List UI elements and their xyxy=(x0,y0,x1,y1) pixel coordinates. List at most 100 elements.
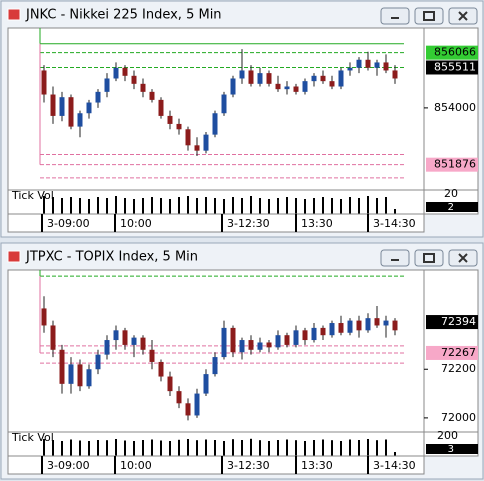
y-tick-label: 72200 xyxy=(441,362,476,375)
volume-bar xyxy=(277,198,279,214)
level-label: 856066 xyxy=(434,46,476,59)
candle-body xyxy=(131,337,137,345)
restore-icon xyxy=(423,253,435,263)
volume-bar xyxy=(43,439,45,456)
volume-bar xyxy=(97,440,99,456)
candle-body xyxy=(374,318,380,326)
volume-bar xyxy=(169,199,171,214)
candle-body xyxy=(104,340,110,355)
volume-bar xyxy=(106,440,108,456)
candle-body xyxy=(68,364,74,384)
volume-bar xyxy=(376,198,378,214)
volume-current-bg xyxy=(426,444,478,454)
volume-bar xyxy=(304,199,306,214)
current-price: 72394 xyxy=(441,315,476,328)
volume-current-bg xyxy=(426,202,478,212)
volume-tick-label: 20 xyxy=(444,187,458,200)
candle-body xyxy=(50,325,56,350)
volume-bar xyxy=(178,439,180,456)
volume-bar xyxy=(286,197,288,214)
volume-bar xyxy=(79,198,81,214)
volume-bar xyxy=(160,198,162,214)
time-label: 10:00 xyxy=(120,459,152,472)
candle-body xyxy=(293,330,299,345)
volume-bar xyxy=(151,197,153,214)
volume-bar xyxy=(169,441,171,456)
volume-bar xyxy=(349,439,351,456)
volume-bar xyxy=(322,197,324,214)
volume-bar xyxy=(160,440,162,456)
volume-bar xyxy=(286,439,288,456)
volume-bar xyxy=(133,441,135,456)
volume-bar xyxy=(124,440,126,456)
volume-bar xyxy=(214,198,216,214)
candle-body xyxy=(284,86,290,90)
minimize-button[interactable] xyxy=(380,249,410,267)
level-label: 851876 xyxy=(434,158,476,171)
level-label-bg xyxy=(426,157,478,172)
candle-body xyxy=(86,369,92,387)
volume-bar xyxy=(223,441,225,456)
candle-body xyxy=(176,391,182,404)
volume-bar xyxy=(367,196,369,214)
candle-body xyxy=(113,67,119,79)
candle-body xyxy=(77,113,83,127)
volume-bar xyxy=(52,197,54,214)
level-label-bg xyxy=(426,45,478,60)
volume-bar xyxy=(79,440,81,456)
candle-body xyxy=(41,70,47,95)
volume-current: 2 xyxy=(448,202,454,213)
candle-body xyxy=(293,86,299,92)
volume-bar xyxy=(349,197,351,214)
time-label: 13:30 xyxy=(301,217,333,230)
volume-bar xyxy=(250,196,252,214)
restore-button[interactable] xyxy=(414,7,444,25)
candle-body xyxy=(176,123,182,130)
candle-body xyxy=(68,97,74,127)
time-label: 3-09:00 xyxy=(47,217,90,230)
volume-bar xyxy=(313,198,315,214)
volume-bar xyxy=(268,441,270,456)
restore-button[interactable] xyxy=(414,249,444,267)
volume-bar xyxy=(205,439,207,456)
candle-body xyxy=(329,81,335,87)
candle-body xyxy=(257,73,263,84)
candle-body xyxy=(95,91,101,103)
time-label: 3-09:00 xyxy=(47,459,90,472)
minimize-button[interactable] xyxy=(380,7,410,25)
candle-body xyxy=(194,393,200,416)
candle-body xyxy=(59,97,65,116)
volume-bar xyxy=(232,197,234,214)
candle-body xyxy=(185,129,191,146)
candle-body xyxy=(329,323,335,336)
volume-bar xyxy=(214,440,216,456)
candle-body xyxy=(383,320,389,326)
time-label: 3-12:30 xyxy=(227,459,270,472)
candle-body xyxy=(140,83,146,92)
volume-bar xyxy=(313,440,315,456)
volume-bar xyxy=(205,197,207,214)
volume-bar xyxy=(187,439,189,456)
volume-label: Tick Vol xyxy=(11,189,54,202)
volume-bar xyxy=(259,440,261,456)
candle-body xyxy=(311,75,317,82)
candle-body xyxy=(257,342,263,350)
candle-body xyxy=(50,94,56,116)
volume-bar xyxy=(52,440,54,456)
candle-body xyxy=(194,145,200,151)
volume-current: 3 xyxy=(448,444,454,455)
volume-bar xyxy=(367,439,369,456)
y-tick-label: 854000 xyxy=(434,101,476,114)
volume-bar xyxy=(196,440,198,456)
candle-body xyxy=(131,75,137,84)
window-title: JNKC - Nikkei 225 Index, 5 Min xyxy=(25,8,222,23)
window-icon xyxy=(7,8,21,21)
current-price-bg xyxy=(426,60,478,75)
candle-body xyxy=(320,75,326,82)
candle-body xyxy=(158,99,164,116)
volume-bar xyxy=(295,440,297,456)
candle-body xyxy=(122,330,128,345)
volume-bar xyxy=(142,198,144,214)
candle-body xyxy=(284,335,290,345)
candle-body xyxy=(230,78,236,95)
